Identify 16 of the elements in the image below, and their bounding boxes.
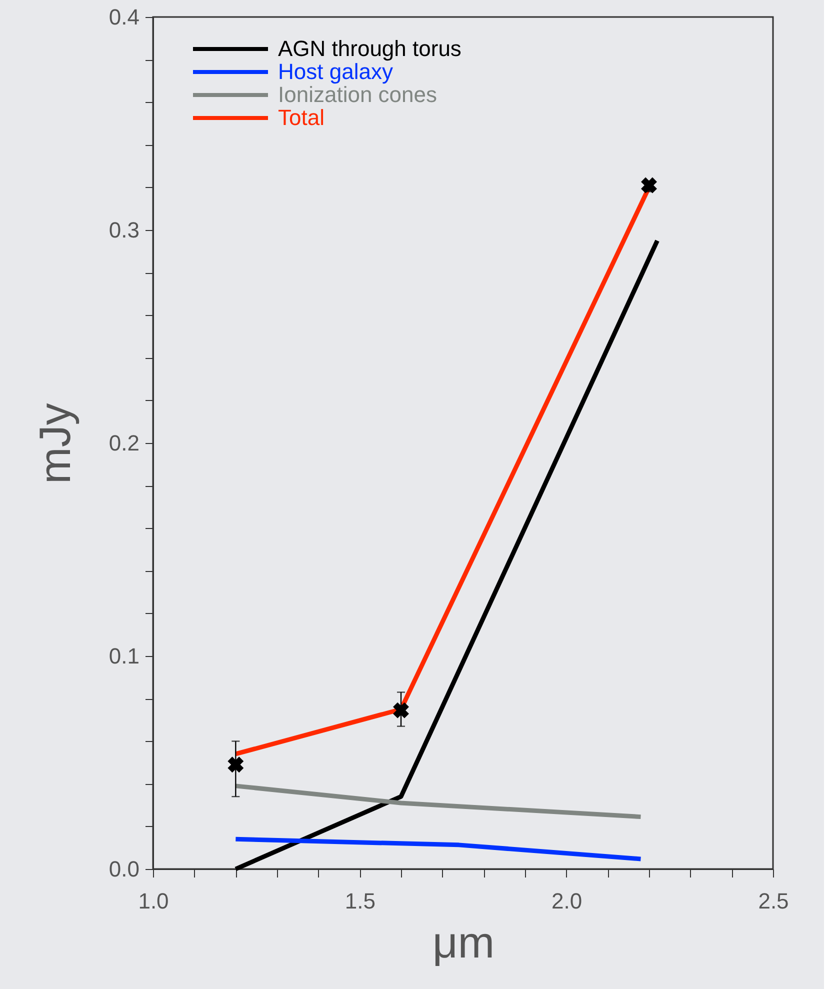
y-tick-label: 0.0 bbox=[108, 856, 140, 882]
x-axis-title: μm bbox=[432, 918, 495, 968]
x-tick-label: 1.5 bbox=[344, 888, 376, 914]
y-tick-label: 0.1 bbox=[108, 644, 140, 668]
x-tick-label: 1.0 bbox=[138, 888, 169, 914]
point bbox=[641, 177, 657, 194]
legend-label: Total bbox=[278, 105, 324, 130]
x-tick-label: 2.5 bbox=[758, 888, 789, 914]
y-tick-label: 0.4 bbox=[108, 4, 140, 30]
x-tick-label: 2.0 bbox=[552, 888, 582, 914]
y-tick-label: 0.3 bbox=[108, 218, 140, 242]
legend-label: AGN through torus bbox=[278, 36, 462, 61]
y-axis-title: mJy bbox=[30, 403, 80, 484]
point bbox=[393, 702, 409, 718]
y-tick-label: 0.2 bbox=[108, 430, 140, 456]
point bbox=[228, 756, 244, 773]
